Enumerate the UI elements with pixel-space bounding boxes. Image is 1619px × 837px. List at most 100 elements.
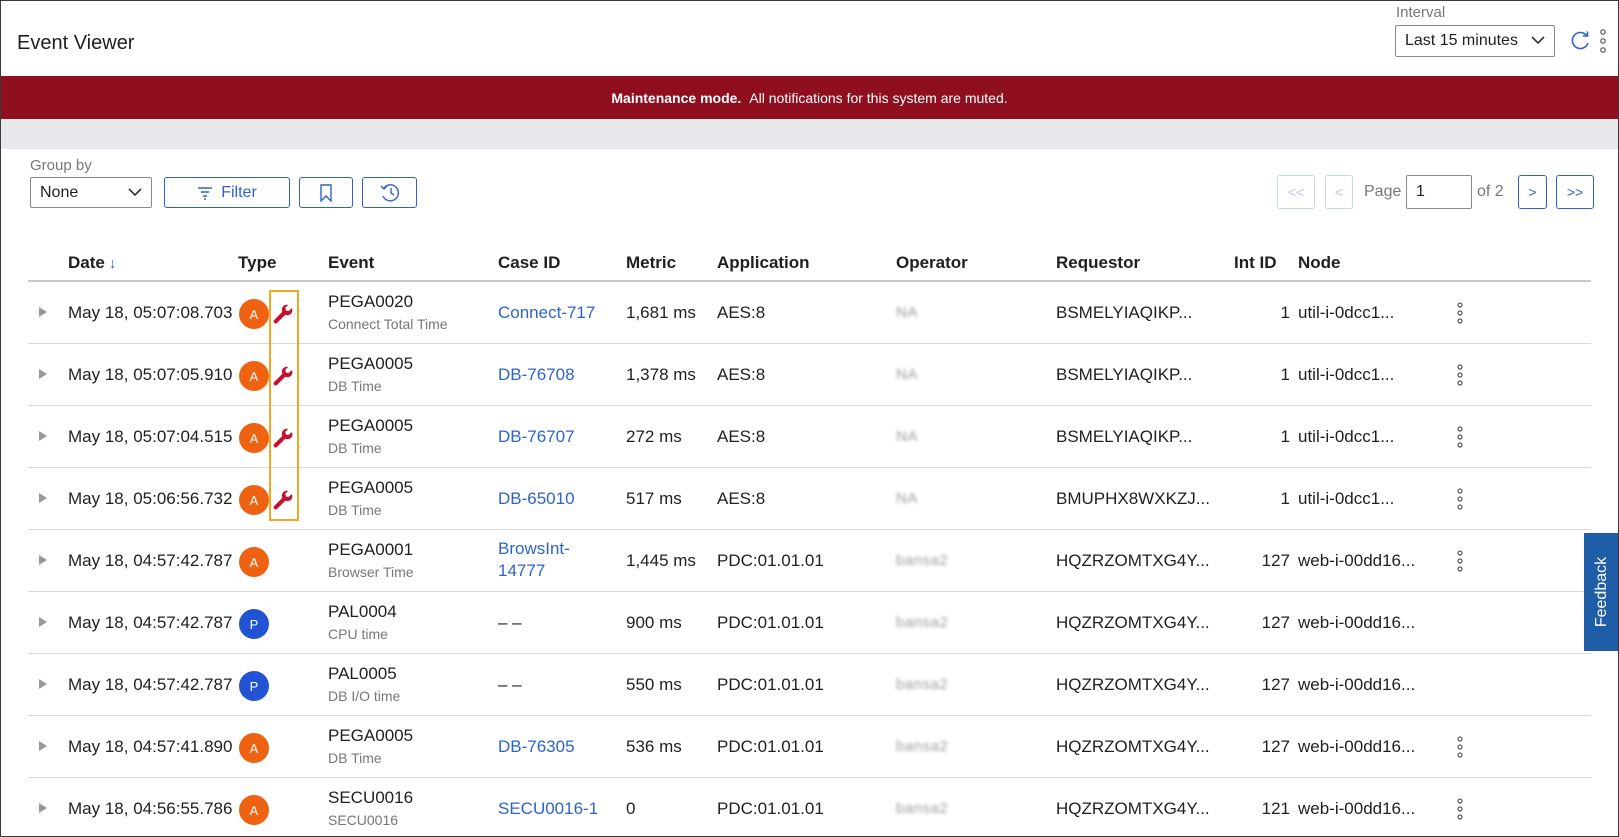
table-row[interactable]: May 18, 05:07:08.703 A PEGA0020 Connect Tot… [28, 282, 1591, 344]
table-row[interactable]: May 18, 05:07:05.910 A PEGA0005 DB Time DB-7… [28, 344, 1591, 406]
row-int-id: 1 [1280, 303, 1290, 322]
case-id-link[interactable]: BrowsInt-14777 [498, 539, 570, 580]
expand-arrow-icon[interactable] [39, 679, 47, 689]
col-node[interactable]: Node [1298, 253, 1341, 272]
case-id-link[interactable]: SECU0016-1 [498, 799, 599, 818]
row-date: May 18, 05:07:05.910 [68, 365, 233, 384]
more-vertical-icon[interactable] [1598, 28, 1608, 54]
table-row[interactable]: May 18, 05:06:56.732 A PEGA0005 DB Time DB-6… [28, 468, 1591, 530]
expand-arrow-icon[interactable] [39, 431, 47, 441]
row-requestor: HQZRZOMTXG4Y... [1056, 737, 1210, 756]
more-vertical-icon[interactable] [1456, 302, 1464, 324]
more-vertical-icon[interactable] [1456, 736, 1464, 758]
row-requestor: HQZRZOMTXG4Y... [1056, 799, 1210, 818]
col-metric[interactable]: Metric [626, 253, 677, 272]
groupby-value: None [40, 183, 79, 201]
table-header: Date ↓ Type Event Case ID Metric Applicat… [28, 242, 1591, 282]
expand-arrow-icon[interactable] [39, 493, 47, 503]
history-icon [380, 183, 399, 202]
more-vertical-icon[interactable] [1456, 488, 1464, 510]
feedback-tab[interactable]: Feedback [1584, 533, 1618, 651]
maintenance-highlight-box [269, 290, 299, 521]
interval-label: Interval [1396, 4, 1446, 21]
row-application: PDC:01.01.01 [717, 551, 824, 570]
history-button[interactable] [362, 177, 417, 208]
expand-arrow-icon[interactable] [39, 617, 47, 627]
more-vertical-icon[interactable] [1456, 798, 1464, 820]
table-row[interactable]: May 18, 04:57:41.890 A PEGA0005 DB Time DB-7… [28, 716, 1591, 778]
row-node: web-i-00dd16... [1298, 613, 1416, 632]
prev-page-button[interactable]: < [1325, 175, 1353, 209]
type-badge: A [239, 423, 269, 453]
row-node: web-i-00dd16... [1298, 551, 1416, 570]
case-id-link[interactable]: DB-76707 [498, 427, 575, 446]
col-case-id[interactable]: Case ID [498, 253, 561, 272]
table-row[interactable]: May 18, 05:07:04.515 A PEGA0005 DB Time DB-7… [28, 406, 1591, 468]
type-badge: A [239, 733, 269, 763]
table-row[interactable]: May 18, 04:57:42.787 A PEGA0001 Browser Tim… [28, 530, 1591, 592]
expand-arrow-icon[interactable] [39, 803, 47, 813]
first-page-button[interactable]: << [1277, 175, 1315, 209]
row-operator-redacted: NA [896, 428, 918, 445]
type-badge: A [239, 547, 269, 577]
row-application: AES:8 [717, 427, 766, 446]
more-vertical-icon[interactable] [1456, 550, 1464, 572]
col-application[interactable]: Application [717, 253, 810, 272]
expand-arrow-icon[interactable] [39, 307, 47, 317]
bookmark-button[interactable] [299, 177, 353, 208]
more-vertical-icon[interactable] [1456, 426, 1464, 448]
expand-arrow-icon[interactable] [39, 555, 47, 565]
col-event[interactable]: Event [328, 253, 375, 272]
row-metric: 900 ms [626, 613, 682, 632]
feedback-label: Feedback [1593, 556, 1611, 628]
bookmark-icon [320, 183, 332, 202]
case-id-link: – – [498, 613, 522, 632]
wrench-icon [271, 302, 295, 326]
interval-select[interactable]: Last 15 minutes [1395, 25, 1555, 57]
filter-icon [198, 186, 213, 200]
col-type[interactable]: Type [238, 253, 277, 272]
filter-button[interactable]: Filter [164, 177, 290, 208]
expand-arrow-icon[interactable] [39, 369, 47, 379]
table-row[interactable]: May 18, 04:57:42.787 P PAL0005 DB I/O time –… [28, 654, 1591, 716]
next-page-button[interactable]: > [1518, 175, 1547, 209]
row-node: web-i-00dd16... [1298, 799, 1416, 818]
case-id-link: – – [498, 675, 522, 694]
col-int-id[interactable]: Int ID [1234, 253, 1277, 272]
filter-label: Filter [221, 183, 257, 201]
row-date: May 18, 04:57:42.787 [68, 613, 233, 632]
row-requestor: BSMELYIAQIKP... [1056, 427, 1193, 446]
type-badge: A [239, 795, 269, 825]
maintenance-banner: Maintenance mode. All notifications for … [1, 76, 1618, 119]
table-row[interactable]: May 18, 04:57:42.787 P PAL0004 CPU time – – 9… [28, 592, 1591, 654]
row-requestor: BMUPHX8WXKZJ... [1056, 489, 1210, 508]
row-application: PDC:01.01.01 [717, 613, 824, 632]
event-code: PAL0005 [328, 664, 397, 683]
case-id-link[interactable]: DB-76305 [498, 737, 575, 756]
col-date[interactable]: Date ↓ [68, 253, 116, 273]
row-int-id: 127 [1261, 675, 1290, 694]
event-description: Connect Total Time [328, 316, 448, 332]
row-metric: 1,378 ms [626, 365, 696, 384]
last-page-button[interactable]: >> [1556, 175, 1594, 209]
page-number-input[interactable] [1406, 175, 1472, 209]
groupby-label: Group by [30, 157, 92, 174]
case-id-link[interactable]: Connect-717 [498, 303, 596, 322]
col-requestor[interactable]: Requestor [1056, 253, 1141, 272]
expand-arrow-icon[interactable] [39, 741, 47, 751]
event-code: PAL0004 [328, 602, 397, 621]
type-badge: P [239, 609, 269, 639]
row-operator-redacted: bansa2 [896, 552, 949, 569]
type-badge: A [239, 361, 269, 391]
case-id-link[interactable]: DB-65010 [498, 489, 575, 508]
table-row[interactable]: May 18, 04:56:55.786 A SECU0016 SECU0016 SEC… [28, 778, 1591, 836]
more-vertical-icon[interactable] [1456, 364, 1464, 386]
groupby-select[interactable]: None [30, 177, 152, 208]
refresh-icon[interactable] [1569, 30, 1591, 52]
col-operator[interactable]: Operator [896, 253, 968, 272]
event-code: PEGA0005 [328, 416, 414, 435]
case-id-link[interactable]: DB-76708 [498, 365, 575, 384]
row-int-id: 121 [1261, 799, 1290, 818]
row-requestor: HQZRZOMTXG4Y... [1056, 613, 1210, 632]
